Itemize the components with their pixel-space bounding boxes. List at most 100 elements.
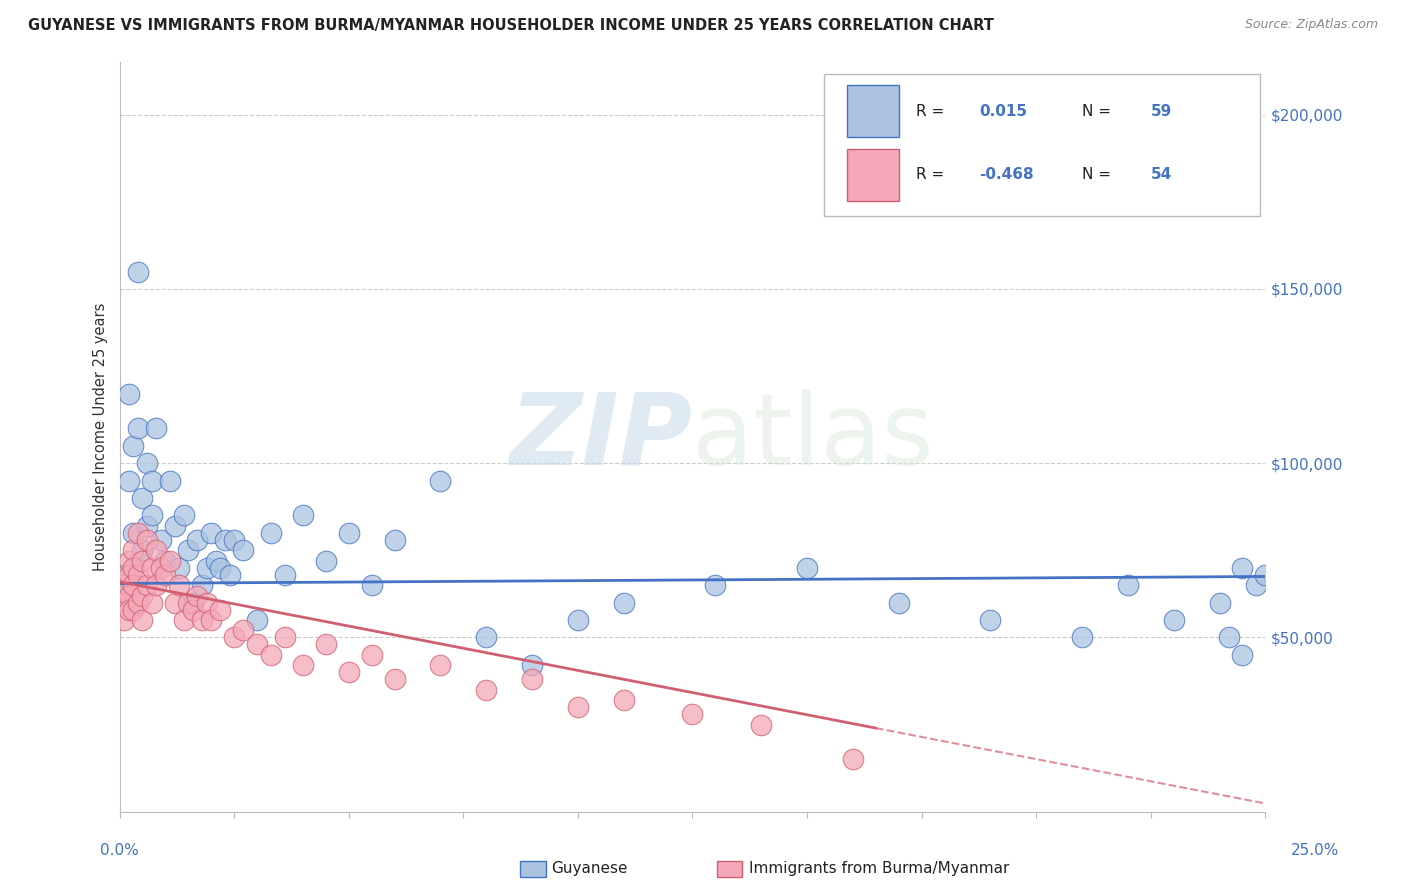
- Point: [141, 596, 163, 610]
- Point: [613, 596, 636, 610]
- Point: [131, 554, 153, 568]
- Text: R =: R =: [915, 103, 949, 119]
- Point: [141, 474, 163, 488]
- Point: [1208, 596, 1230, 610]
- Point: [475, 631, 498, 645]
- Point: [155, 567, 177, 582]
- Point: [181, 596, 204, 610]
- Point: [195, 561, 218, 575]
- Text: Guyanese: Guyanese: [551, 862, 627, 876]
- Point: [127, 421, 149, 435]
- Point: [163, 519, 186, 533]
- Point: [136, 578, 159, 592]
- Point: [315, 637, 337, 651]
- Point: [204, 554, 226, 568]
- Point: [191, 578, 214, 592]
- Point: [1218, 631, 1240, 645]
- Point: [191, 613, 214, 627]
- Point: [112, 596, 135, 610]
- Text: R =: R =: [915, 168, 949, 182]
- Point: [159, 554, 181, 568]
- Point: [1163, 613, 1185, 627]
- Point: [122, 439, 145, 453]
- Point: [429, 474, 451, 488]
- Point: [118, 554, 141, 568]
- Point: [118, 474, 141, 488]
- Point: [613, 693, 636, 707]
- Point: [1071, 631, 1094, 645]
- Point: [145, 543, 167, 558]
- Point: [520, 673, 543, 687]
- Text: 0.0%: 0.0%: [100, 843, 139, 858]
- Text: 0.015: 0.015: [979, 103, 1026, 119]
- Point: [122, 525, 145, 540]
- Point: [337, 525, 360, 540]
- Point: [167, 561, 190, 575]
- Point: [315, 554, 337, 568]
- FancyBboxPatch shape: [848, 85, 898, 137]
- Point: [273, 567, 295, 582]
- Text: N =: N =: [1083, 103, 1116, 119]
- Text: 54: 54: [1150, 168, 1173, 182]
- Point: [200, 613, 222, 627]
- Y-axis label: Householder Income Under 25 years: Householder Income Under 25 years: [93, 303, 108, 571]
- Text: 59: 59: [1150, 103, 1173, 119]
- Point: [1254, 567, 1277, 582]
- Text: N =: N =: [1083, 168, 1116, 182]
- Point: [214, 533, 236, 547]
- Point: [360, 578, 382, 592]
- Text: ZIP: ZIP: [509, 389, 693, 485]
- Point: [177, 596, 200, 610]
- Point: [218, 567, 240, 582]
- Point: [209, 561, 232, 575]
- Point: [122, 543, 145, 558]
- Point: [1244, 578, 1267, 592]
- Point: [118, 589, 141, 603]
- Point: [163, 596, 186, 610]
- Point: [112, 613, 135, 627]
- Point: [181, 602, 204, 616]
- Point: [127, 567, 149, 582]
- Text: -0.468: -0.468: [979, 168, 1033, 182]
- Point: [842, 752, 865, 766]
- Point: [127, 525, 149, 540]
- Point: [131, 491, 153, 505]
- Point: [186, 533, 208, 547]
- Point: [141, 508, 163, 523]
- Point: [127, 264, 149, 278]
- Point: [260, 525, 283, 540]
- Point: [360, 648, 382, 662]
- Point: [159, 474, 181, 488]
- Point: [1116, 578, 1139, 592]
- Point: [145, 421, 167, 435]
- Point: [200, 525, 222, 540]
- Point: [384, 533, 406, 547]
- Point: [232, 624, 254, 638]
- Point: [796, 561, 818, 575]
- Point: [222, 631, 246, 645]
- Text: GUYANESE VS IMMIGRANTS FROM BURMA/MYANMAR HOUSEHOLDER INCOME UNDER 25 YEARS CORR: GUYANESE VS IMMIGRANTS FROM BURMA/MYANMA…: [28, 18, 994, 33]
- Point: [195, 596, 218, 610]
- Point: [1232, 648, 1254, 662]
- Point: [222, 533, 246, 547]
- Point: [112, 578, 135, 592]
- Point: [145, 578, 167, 592]
- Point: [173, 508, 195, 523]
- Text: Source: ZipAtlas.com: Source: ZipAtlas.com: [1244, 18, 1378, 31]
- Point: [122, 561, 145, 575]
- Point: [186, 589, 208, 603]
- Point: [749, 717, 772, 731]
- Point: [131, 589, 153, 603]
- Point: [118, 386, 141, 401]
- Point: [122, 602, 145, 616]
- Point: [118, 602, 141, 616]
- Text: Immigrants from Burma/Myanmar: Immigrants from Burma/Myanmar: [749, 862, 1010, 876]
- Point: [567, 700, 589, 714]
- Point: [131, 543, 153, 558]
- FancyBboxPatch shape: [824, 74, 1260, 216]
- Point: [384, 673, 406, 687]
- Point: [704, 578, 727, 592]
- Point: [112, 589, 135, 603]
- Point: [232, 543, 254, 558]
- Point: [475, 682, 498, 697]
